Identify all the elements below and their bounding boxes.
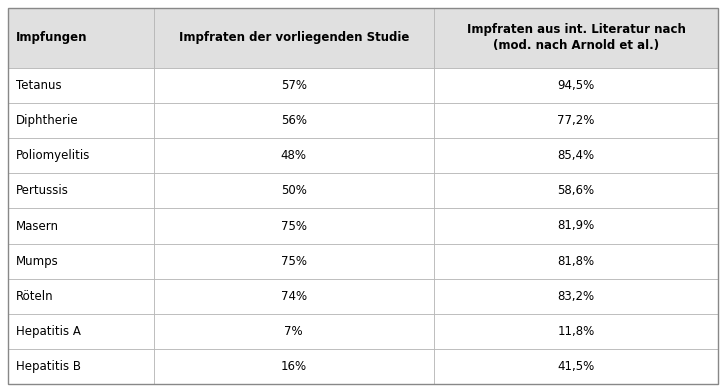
Bar <box>8 243 154 279</box>
Bar <box>8 209 154 243</box>
Text: 41,5%: 41,5% <box>558 360 595 373</box>
Bar <box>154 138 434 173</box>
Bar <box>154 103 434 138</box>
Text: 50%: 50% <box>281 184 306 198</box>
Bar <box>434 314 718 349</box>
Text: Röteln: Röteln <box>16 290 54 303</box>
Text: 16%: 16% <box>281 360 307 373</box>
Text: 58,6%: 58,6% <box>558 184 595 198</box>
Bar <box>154 68 434 103</box>
Bar <box>8 138 154 173</box>
Text: 75%: 75% <box>281 220 307 232</box>
Bar <box>434 279 718 314</box>
Bar <box>434 243 718 279</box>
Text: 81,9%: 81,9% <box>558 220 595 232</box>
Text: 57%: 57% <box>281 79 307 92</box>
Bar <box>434 138 718 173</box>
Text: Mumps: Mumps <box>16 255 59 268</box>
Text: 7%: 7% <box>285 325 303 338</box>
Bar <box>154 209 434 243</box>
Bar <box>8 8 154 68</box>
Text: Impfungen: Impfungen <box>16 31 88 45</box>
Bar <box>8 68 154 103</box>
Bar <box>434 173 718 209</box>
Text: 77,2%: 77,2% <box>558 114 595 127</box>
Bar <box>8 314 154 349</box>
Bar <box>154 314 434 349</box>
Text: 94,5%: 94,5% <box>558 79 595 92</box>
Bar <box>154 8 434 68</box>
Bar <box>154 279 434 314</box>
Bar <box>8 349 154 384</box>
Bar <box>434 68 718 103</box>
Text: Pertussis: Pertussis <box>16 184 69 198</box>
Text: Hepatitis A: Hepatitis A <box>16 325 81 338</box>
Text: Tetanus: Tetanus <box>16 79 62 92</box>
Text: Diphtherie: Diphtherie <box>16 114 78 127</box>
Bar <box>434 8 718 68</box>
Bar <box>434 209 718 243</box>
Bar <box>154 173 434 209</box>
Text: 85,4%: 85,4% <box>558 149 595 162</box>
Text: Impfraten aus int. Literatur nach
(mod. nach Arnold et al.): Impfraten aus int. Literatur nach (mod. … <box>467 24 685 53</box>
Text: Hepatitis B: Hepatitis B <box>16 360 81 373</box>
Text: Impfraten der vorliegenden Studie: Impfraten der vorliegenden Studie <box>179 31 409 45</box>
Bar <box>154 349 434 384</box>
Bar <box>8 173 154 209</box>
Text: 83,2%: 83,2% <box>558 290 595 303</box>
Text: 48%: 48% <box>281 149 307 162</box>
Text: 74%: 74% <box>281 290 307 303</box>
Bar <box>8 103 154 138</box>
Text: 56%: 56% <box>281 114 307 127</box>
Text: 11,8%: 11,8% <box>558 325 595 338</box>
Bar <box>154 243 434 279</box>
Text: 75%: 75% <box>281 255 307 268</box>
Bar <box>434 349 718 384</box>
Text: 81,8%: 81,8% <box>558 255 595 268</box>
Bar <box>8 279 154 314</box>
Bar <box>434 103 718 138</box>
Text: Poliomyelitis: Poliomyelitis <box>16 149 90 162</box>
Text: Masern: Masern <box>16 220 59 232</box>
